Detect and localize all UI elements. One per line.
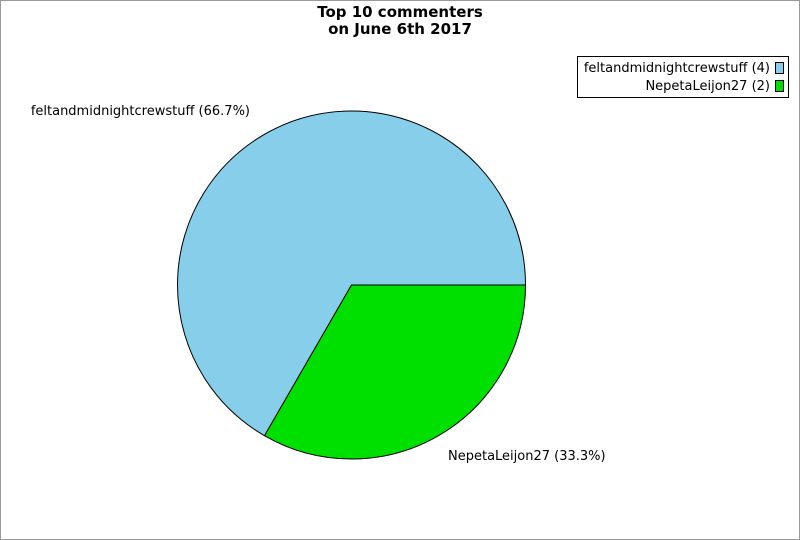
chart-title: Top 10 commenters on June 6th 2017 — [1, 4, 799, 38]
pie-slice-nepetaleijon27 — [263, 284, 527, 460]
legend-row: feltandmidnightcrewstuff (4) — [584, 59, 784, 77]
legend-row: NepetaLeijon27 (2) — [584, 77, 784, 95]
slice-label-nepetaleijon27: NepetaLeijon27 (33.3%) — [448, 449, 606, 464]
slice-label-feltandmidnightcrewstuff: feltandmidnightcrewstuff (66.7%) — [30, 104, 250, 119]
legend-swatch-icon — [775, 80, 784, 92]
chart-title-line2: on June 6th 2017 — [328, 20, 472, 38]
legend-swatch-icon — [775, 62, 784, 74]
legend-label: NepetaLeijon27 (2) — [645, 78, 770, 94]
chart-title-line1: Top 10 commenters — [317, 3, 483, 21]
legend-label: feltandmidnightcrewstuff (4) — [583, 60, 770, 76]
pie-slice-feltandmidnightcrewstuff — [177, 110, 527, 437]
legend: feltandmidnightcrewstuff (4) NepetaLeijo… — [576, 56, 789, 98]
